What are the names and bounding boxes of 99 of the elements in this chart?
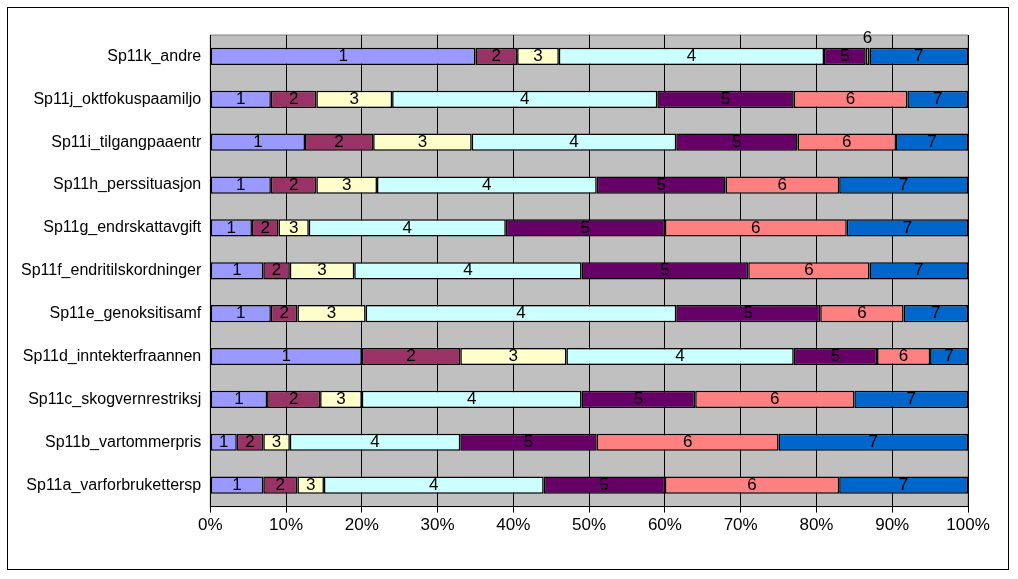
text: 2: [406, 346, 416, 366]
text: 2: [245, 431, 255, 451]
y-tick-label: Sp11i_tilgangpaaentr: [51, 132, 202, 151]
y-tick-label: Sp11h_perssituasjon: [53, 175, 202, 194]
text: 1: [226, 217, 237, 237]
text: 6: [777, 174, 788, 194]
text: 4: [463, 260, 473, 280]
text: 2: [260, 217, 270, 237]
text: 1: [281, 346, 292, 366]
series-label: 1: [338, 46, 348, 66]
text: 5: [720, 89, 731, 108]
text: 7: [932, 89, 943, 108]
text: 7: [927, 131, 937, 151]
text: 4: [402, 217, 413, 237]
text: 5: [599, 474, 610, 494]
text: 6: [845, 89, 856, 108]
x-tick-label: 10%: [269, 515, 304, 535]
text: 2: [288, 389, 299, 409]
text: 3: [305, 474, 316, 494]
x-tick-label: 90%: [875, 515, 910, 535]
x-tick-label: 20%: [344, 515, 379, 535]
text: 4: [370, 431, 380, 451]
text: 3: [326, 303, 337, 323]
text: 6: [862, 27, 873, 47]
text: 4: [675, 346, 685, 366]
text: 7: [931, 303, 941, 323]
text: 2: [288, 174, 299, 194]
text: 2: [279, 303, 289, 323]
text: 3: [349, 89, 359, 108]
text: 6: [857, 303, 867, 323]
text: 1: [236, 89, 246, 108]
text: 3: [317, 260, 327, 280]
text: 6: [804, 260, 814, 280]
y-tick-label: Sp11b_vartommerpris: [45, 432, 202, 451]
text: 6: [682, 431, 693, 451]
text: 7: [898, 174, 909, 194]
text: 5: [660, 260, 670, 280]
text: 1: [232, 260, 242, 280]
x-tick-label: 80%: [799, 515, 834, 535]
text: 2: [275, 474, 286, 494]
x-tick-label: 40%: [496, 515, 531, 535]
x-tick-label: 60%: [647, 515, 682, 535]
text: 1: [253, 131, 263, 151]
text: 5: [732, 131, 742, 151]
text: 7: [944, 346, 954, 366]
text: 5: [830, 346, 841, 366]
text: 3: [508, 346, 519, 366]
text: 4: [519, 89, 530, 108]
y-tick-label: Sp11c_skogvernrestriksj: [28, 389, 202, 408]
series-label: 3: [533, 46, 543, 66]
text: 2: [288, 89, 299, 108]
text: 3: [271, 431, 282, 451]
text: 5: [656, 174, 666, 194]
text: 5: [633, 389, 644, 409]
x-tick-label: 70%: [723, 515, 758, 535]
text: 1: [234, 389, 244, 409]
text: 1: [232, 474, 242, 494]
text: 6: [747, 474, 757, 494]
text: 4: [429, 474, 439, 494]
text: 1: [236, 303, 246, 323]
text: 7: [906, 389, 916, 409]
y-tick-label: Sp11a_varforbrukettersp: [26, 475, 202, 494]
text: 2: [334, 131, 344, 151]
series-label: 6: [842, 131, 852, 151]
y-tick-label: Sp11e_genoksitisamf: [49, 304, 202, 323]
text: 4: [516, 303, 526, 323]
text: 1: [219, 431, 229, 451]
text: 4: [482, 174, 492, 194]
text: 4: [466, 389, 477, 409]
text: 7: [868, 431, 879, 451]
y-tick-label: Sp11d_inntekterfraannen: [22, 346, 202, 365]
series-label: 7: [914, 46, 924, 66]
x-tick-label: 30%: [420, 515, 455, 535]
text: 3: [417, 131, 428, 151]
y-tick-label: Sp11j_oktfokuspaamiljo: [33, 89, 202, 108]
text: 5: [523, 431, 534, 451]
text: 3: [288, 217, 299, 237]
text: 5: [743, 303, 753, 323]
text: 3: [341, 174, 352, 194]
text: 5: [580, 217, 591, 237]
series-label: 4: [686, 46, 697, 66]
text: 3: [336, 389, 346, 409]
series-label: 2: [491, 46, 502, 66]
y-tick-label: Sp11g_endrskattavgift: [43, 218, 202, 237]
text: 2: [271, 260, 282, 280]
text: 1: [236, 174, 246, 194]
series-label: 5: [840, 46, 850, 66]
text: 6: [770, 389, 780, 409]
x-tick-label: 0%: [197, 515, 223, 535]
x-tick-label: 50%: [572, 515, 607, 535]
x-tick-label: 100%: [946, 515, 990, 535]
text: 6: [751, 217, 761, 237]
text: 7: [914, 260, 924, 280]
text: 4: [569, 131, 579, 151]
y-tick-label: Sp11f_endritilskordninger: [20, 261, 202, 280]
y-tick-label: Sp11k_andre: [107, 46, 202, 65]
text: 7: [902, 217, 913, 237]
text: 6: [898, 346, 909, 366]
text: 7: [898, 474, 909, 494]
